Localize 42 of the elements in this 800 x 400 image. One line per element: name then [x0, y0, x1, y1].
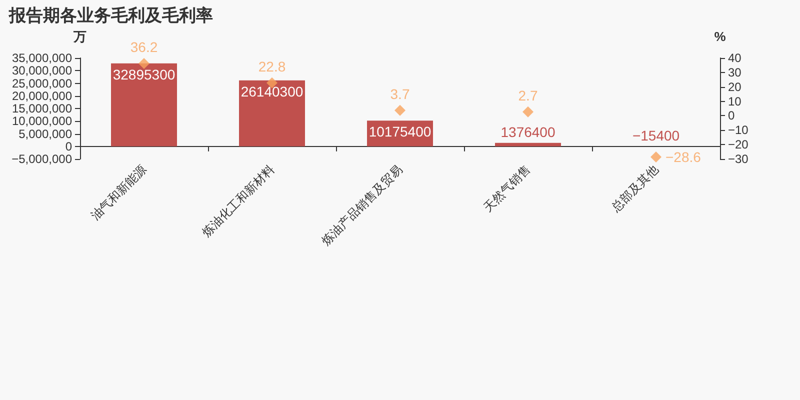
point: [394, 104, 406, 116]
bar: [239, 80, 305, 146]
point: [522, 106, 534, 118]
data-label: −28.6: [666, 148, 702, 165]
y-axis-title: 万: [72, 29, 86, 44]
point: [138, 58, 150, 69]
y-tick-label: 0: [65, 139, 72, 154]
y-tick-label: 15,000,000: [12, 102, 72, 116]
data-label: 1376400: [500, 124, 556, 140]
x-tick-label: 总部及其他: [608, 162, 661, 216]
data-label: 36.2: [130, 38, 158, 55]
y-tick-label: 5,000,000: [18, 126, 72, 141]
y2-tick-label: −30: [728, 152, 749, 166]
y2-tick-label: −10: [728, 123, 749, 138]
y-tick-label: 30,000,000: [12, 64, 72, 78]
data-label: 26140300: [240, 83, 304, 100]
data-label: 32895300: [112, 66, 176, 82]
data-label: 10175400: [368, 124, 432, 140]
y2-tick-label: −20: [728, 138, 749, 152]
y-tick-label: 20,000,000: [12, 88, 72, 103]
bar: [495, 142, 561, 146]
x-tick-label: 炼油化工和新材料: [199, 162, 277, 240]
y2-tick-label: 30: [728, 65, 742, 80]
x-tick-label: 天然气销售: [480, 162, 533, 214]
data-label: 3.7: [390, 86, 410, 102]
y-tick-label: 35,000,000: [12, 51, 72, 65]
y2-tick-label: 10: [728, 94, 742, 108]
y-tick-label: −5,000,000: [12, 152, 72, 166]
y2-tick-label: 0: [728, 108, 735, 123]
chart-title: 报告期各业务毛利及毛利率: [8, 6, 213, 25]
y-tick-label: 10,000,000: [12, 114, 72, 128]
x-tick-label: 炼油产品销售及贸易: [318, 162, 405, 248]
point: [650, 151, 662, 162]
y2-tick-label: 20: [728, 80, 742, 94]
y-tick-label: 25,000,000: [12, 76, 72, 90]
bar: [111, 63, 177, 146]
y2-tick-label: 40: [728, 51, 742, 65]
x-tick-label: 油气和新能源: [88, 162, 149, 223]
y2-axis-title: %: [714, 29, 726, 44]
data-label: 22.8: [258, 58, 286, 74]
data-label: −15400: [632, 127, 680, 144]
data-label: 2.7: [518, 87, 538, 104]
